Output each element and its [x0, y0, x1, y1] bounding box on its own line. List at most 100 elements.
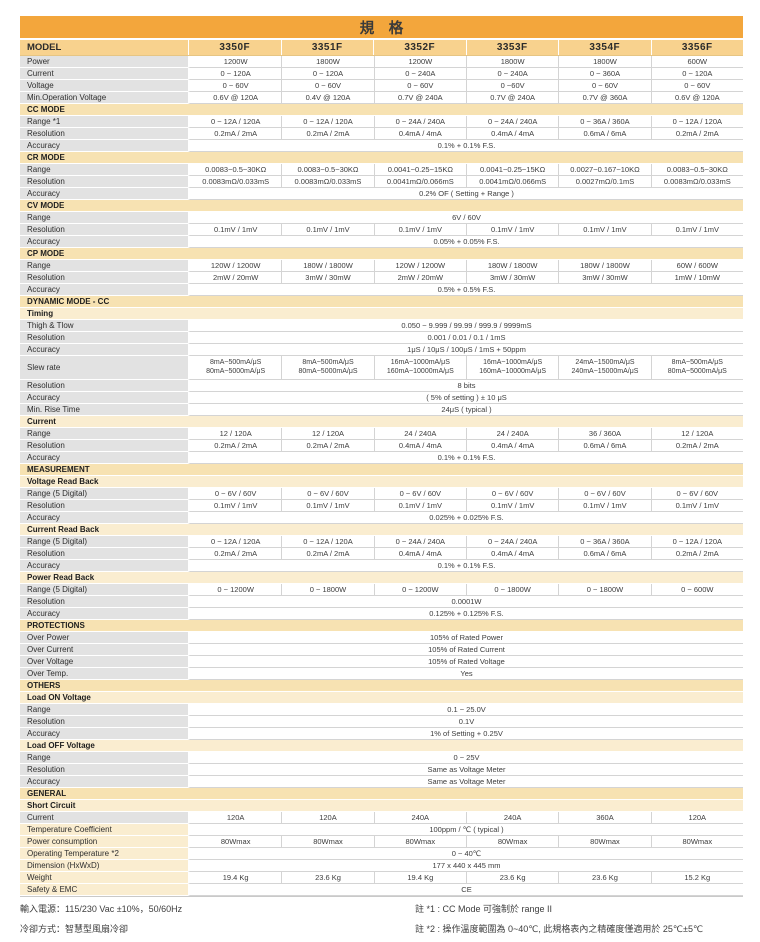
row-value-3354F: 36 / 360A [558, 428, 651, 440]
row-value-3353F: 0 ~ 24A / 240A [465, 116, 559, 128]
row-value-3353F: 0 ~60V [465, 80, 559, 92]
value-line: 160mA~10000mA/μS [479, 367, 547, 375]
row-value-3354F: 180W / 1800W [558, 260, 651, 272]
row-accuracy: Accuracy 0.125% + 0.125% F.S. [20, 608, 743, 620]
row-value-3356F: 0.0083~0.5~30KΩ [650, 164, 743, 176]
row-label: Min. Rise Time [20, 404, 188, 416]
row-value-3353F: 1800W [465, 56, 559, 68]
row-value-span: 0.050 ~ 9.999 / 99.99 / 999.9 / 9999mS [188, 320, 743, 332]
row-value-3354F: 0.0027mΩ/0.1mS [558, 176, 651, 188]
row-value-span: 1% of Setting + 0.25V [188, 728, 743, 740]
footer-note-1: 註 *1 : CC Mode 可強制於 range II [415, 904, 553, 914]
model-3353f: 3353F [465, 40, 559, 55]
row-value-3354F: 80Wmax [558, 836, 651, 848]
row-resolution: Resolution 0.2mA / 2mA 0.2mA / 2mA 0.4mA / … [20, 128, 743, 140]
row-value-3351F: 0 ~ 6V / 60V [281, 488, 374, 500]
row-value-3352F: 0.1mV / 1mV [373, 500, 466, 512]
row-value-3352F: 0.4mA / 4mA [373, 548, 466, 560]
row-value-3350F: 0 ~ 120A [188, 68, 282, 80]
row-value-3352F: 0.7V @ 240A [373, 92, 466, 104]
row-value-span: 177 x 440 x 445 mm [188, 860, 743, 872]
row-value-span: 0.1% + 0.1% F.S. [188, 560, 743, 572]
row-value-3352F: 0 ~ 24A / 240A [373, 536, 466, 548]
row-value-3350F: 0.0083mΩ/0.033mS [188, 176, 282, 188]
row-value-3353F: 0 ~ 240A [465, 68, 559, 80]
row-thigh-tlow: Thigh & Tlow 0.050 ~ 9.999 / 99.99 / 999.… [20, 320, 743, 332]
row-value-3353F: 240A [465, 812, 559, 824]
row-label: Resolution [20, 596, 188, 608]
section-general: GENERAL [20, 788, 743, 800]
row-value-3350F: 0 ~ 1200W [188, 584, 282, 596]
row-value-3354F: 0 ~ 60V [558, 80, 651, 92]
footer-input-power: 輸入電源：115/230 Vac ±10%，50/60Hz [20, 904, 183, 914]
row-range-5-digital: Range (5 Digital) 0 ~ 6V / 60V 0 ~ 6V / 60… [20, 488, 743, 500]
row-label: Range [20, 164, 188, 176]
row-label: Range (5 Digital) [20, 584, 188, 596]
row-value-3353F: 0.4mA / 4mA [465, 128, 559, 140]
row-operating-temperature-2: Operating Temperature *2 0 ~ 40℃ [20, 848, 743, 860]
row-label: Over Current [20, 644, 188, 656]
row-label: Current [20, 68, 188, 80]
section-dynamic-mode-cc: DYNAMIC MODE - CC [20, 296, 743, 308]
footer-note-2: 註 *2 : 操作溫度範圍為 0~40℃, 此規格表內之精確度僅適用於 25℃±… [415, 924, 704, 934]
row-value-3352F: 80Wmax [373, 836, 466, 848]
row-label: Resolution [20, 764, 188, 776]
row-accuracy: Accuracy 1μS / 10μS / 100μS / 1mS + 50ppm [20, 344, 743, 356]
footer-notes: 輸入電源：115/230 Vac ±10%，50/60Hz 冷卻方式：智慧型風扇… [20, 902, 743, 942]
value-line: 160mA~10000mA/μS [386, 367, 454, 375]
row-value-3351F: 12 / 120A [281, 428, 374, 440]
row-label: Resolution [20, 548, 188, 560]
row-range: Range 0.0083~0.5~30KΩ 0.0083~0.5~30KΩ 0.004… [20, 164, 743, 176]
row-value-3356F: 1mW / 10mW [650, 272, 743, 284]
row-value-3353F: 0 ~ 24A / 240A [465, 536, 559, 548]
row-value-3356F: 0 ~ 600W [650, 584, 743, 596]
row-value-3351F: 80Wmax [281, 836, 374, 848]
row-value-3354F: 3mW / 30mW [558, 272, 651, 284]
row-label: Slew rate [20, 356, 188, 380]
row-resolution: Resolution 0.2mA / 2mA 0.2mA / 2mA 0.4mA / … [20, 440, 743, 452]
row-value-3351F: 8mA~500mA/μS 80mA~5000mA/μS [281, 356, 374, 380]
row-accuracy: Accuracy( 5% of setting ) ± 10 μS [20, 392, 743, 404]
row-value-3354F: 0.6mA / 6mA [558, 548, 651, 560]
row-value-span: CE [188, 884, 743, 896]
value-line: 16mA~1000mA/μS [390, 358, 450, 366]
row-value-3350F: 0.2mA / 2mA [188, 440, 282, 452]
row-value-3350F: 8mA~500mA/μS 80mA~5000mA/μS [188, 356, 282, 380]
row-resolution: Resolution 0.1mV / 1mV 0.1mV / 1mV 0.1mV / … [20, 224, 743, 236]
row-value-3354F: 0.1mV / 1mV [558, 224, 651, 236]
row-dimension-hxwxd: Dimension (HxWxD) 177 x 440 x 445 mm [20, 860, 743, 872]
row-value-3356F: 0.1mV / 1mV [650, 224, 743, 236]
row-label: Accuracy [20, 392, 188, 404]
row-value-span: 0.5% + 0.5% F.S. [188, 284, 743, 296]
row-value-span: 0.125% + 0.125% F.S. [188, 608, 743, 620]
row-value-3352F: 0 ~ 1200W [373, 584, 466, 596]
row-value-3351F: 0.4V @ 120A [281, 92, 374, 104]
row-value-span: 0.1V [188, 716, 743, 728]
row-label: Resolution [20, 128, 188, 140]
row-resolution: Resolution 0.2mA / 2mA 0.2mA / 2mA 0.4mA / … [20, 548, 743, 560]
row-label: Accuracy [20, 728, 188, 740]
row-value-3352F: 1200W [373, 56, 466, 68]
row-label: Accuracy [20, 188, 188, 200]
row-value-3352F: 0.0041~0.25~15KΩ [373, 164, 466, 176]
row-value-3352F: 0 ~ 60V [373, 80, 466, 92]
row-value-3350F: 0.2mA / 2mA [188, 128, 282, 140]
row-value-3351F: 1800W [281, 56, 374, 68]
row-current: Current 0 ~ 120A 0 ~ 120A 0 ~ 240A 0 ~ 240A 0… [20, 68, 743, 80]
row-value-3353F: 23.6 Kg [465, 872, 559, 884]
row-value-3353F: 3mW / 30mW [465, 272, 559, 284]
section-cv-mode: CV MODE [20, 200, 743, 212]
row-value-span: 0 ~ 25V [188, 752, 743, 764]
row-value-3354F: 23.6 Kg [558, 872, 651, 884]
row-label: Range [20, 428, 188, 440]
value-line: 8mA~500mA/μS [302, 358, 354, 366]
value-line: 80mA~5000mA/μS [206, 367, 266, 375]
row-label: Accuracy [20, 452, 188, 464]
row-value-span: 0.025% + 0.025% F.S. [188, 512, 743, 524]
row-label: Over Temp. [20, 668, 188, 680]
row-min-rise-time: Min. Rise Time 24μS ( typical ) [20, 404, 743, 416]
row-min-operation-voltage: Min.Operation Voltage 0.6V @ 120A 0.4V @ 1… [20, 92, 743, 104]
row-value-3356F: 0 ~ 12A / 120A [650, 536, 743, 548]
row-value-3356F: 60W / 600W [650, 260, 743, 272]
row-value-3354F: 0 ~ 1800W [558, 584, 651, 596]
